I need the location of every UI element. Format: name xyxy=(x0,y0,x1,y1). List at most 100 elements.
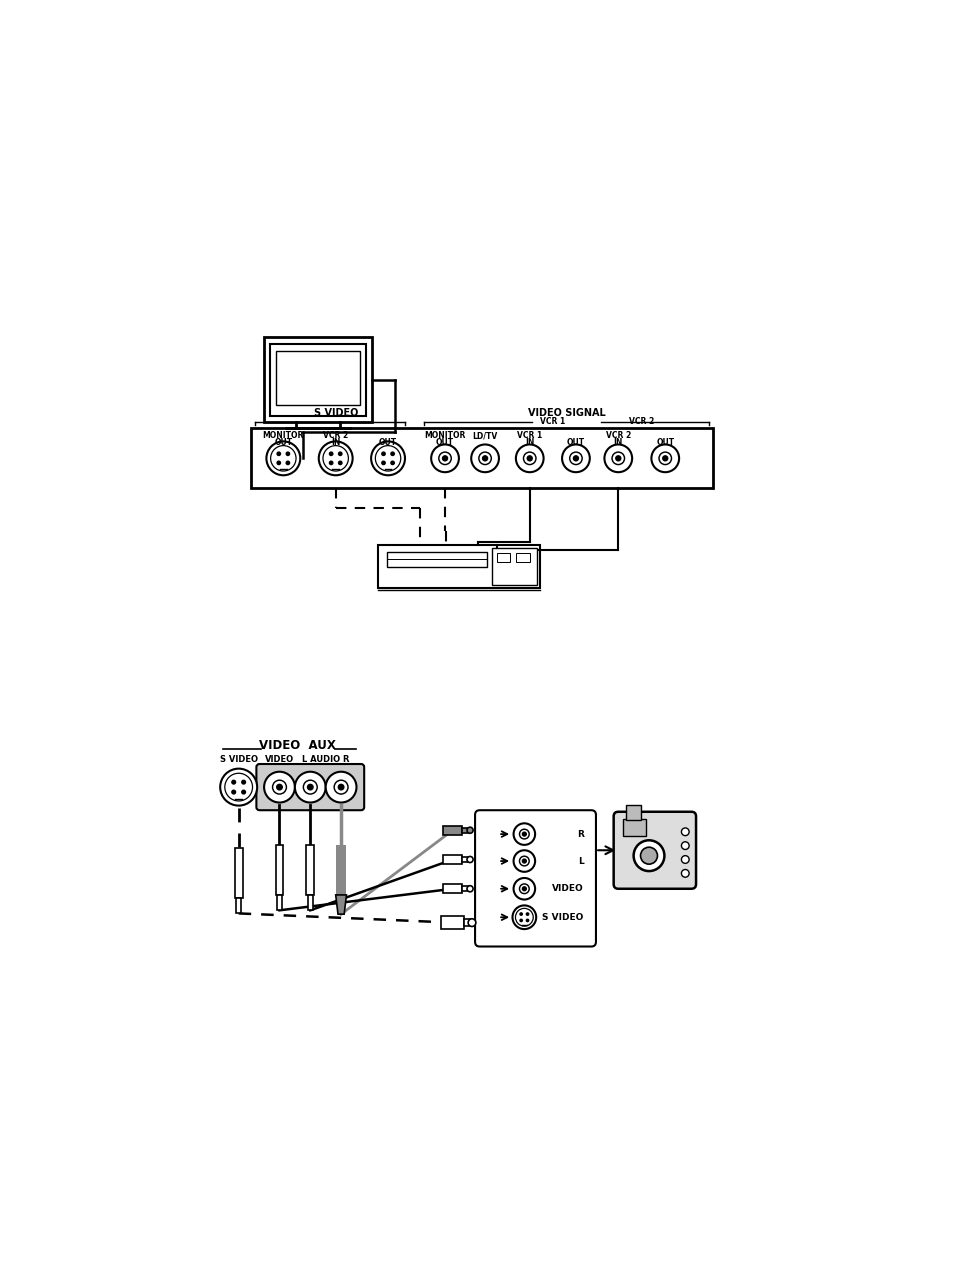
Circle shape xyxy=(307,785,313,790)
Circle shape xyxy=(303,780,317,794)
FancyBboxPatch shape xyxy=(613,812,696,889)
Circle shape xyxy=(338,462,341,464)
Text: VCR 1: VCR 1 xyxy=(539,417,565,426)
Text: OUT: OUT xyxy=(566,438,584,446)
Text: S VIDEO: S VIDEO xyxy=(541,913,583,922)
Bar xyxy=(275,845,283,895)
Circle shape xyxy=(467,827,473,833)
Circle shape xyxy=(318,441,353,476)
Text: MONITOR: MONITOR xyxy=(424,431,465,440)
Bar xyxy=(387,552,487,567)
Bar xyxy=(306,845,314,895)
Text: VCR 2: VCR 2 xyxy=(605,431,630,440)
Text: VCR 2: VCR 2 xyxy=(323,431,348,440)
Text: VIDEO: VIDEO xyxy=(551,884,583,893)
Text: OUT: OUT xyxy=(436,438,454,446)
Text: IN: IN xyxy=(524,438,534,446)
Circle shape xyxy=(467,856,473,862)
Polygon shape xyxy=(335,895,346,915)
Circle shape xyxy=(519,920,522,922)
Circle shape xyxy=(431,444,458,472)
Circle shape xyxy=(527,455,532,460)
Circle shape xyxy=(526,920,528,922)
Text: OUT: OUT xyxy=(274,438,292,446)
Text: OUT: OUT xyxy=(378,438,396,446)
Text: VCR 2: VCR 2 xyxy=(628,417,654,426)
Bar xyxy=(234,848,242,898)
Text: IN: IN xyxy=(331,438,340,446)
Circle shape xyxy=(381,452,385,455)
Text: IN: IN xyxy=(613,438,622,446)
Text: L AUDIO R: L AUDIO R xyxy=(301,756,349,764)
Circle shape xyxy=(232,780,235,784)
Circle shape xyxy=(519,913,522,916)
Circle shape xyxy=(220,768,257,805)
Circle shape xyxy=(561,444,589,472)
Circle shape xyxy=(381,462,385,464)
Circle shape xyxy=(371,441,405,476)
Circle shape xyxy=(519,856,529,866)
Bar xyxy=(625,805,640,820)
Bar xyxy=(308,895,313,911)
Text: VIDEO  AUX: VIDEO AUX xyxy=(259,739,335,752)
Circle shape xyxy=(573,455,578,460)
Circle shape xyxy=(325,772,356,803)
Text: VCR 1: VCR 1 xyxy=(517,431,542,440)
Circle shape xyxy=(338,785,343,790)
Circle shape xyxy=(438,452,451,464)
Bar xyxy=(461,857,467,862)
Text: LD/TV: LD/TV xyxy=(472,431,497,440)
Bar xyxy=(442,826,461,834)
Bar xyxy=(461,828,467,833)
Circle shape xyxy=(241,780,245,784)
Circle shape xyxy=(513,850,535,871)
Circle shape xyxy=(334,780,348,794)
Text: VIDEO: VIDEO xyxy=(265,756,294,764)
Circle shape xyxy=(604,444,632,472)
Circle shape xyxy=(442,455,447,460)
Circle shape xyxy=(639,847,657,864)
Circle shape xyxy=(286,462,290,464)
Circle shape xyxy=(522,887,526,890)
Circle shape xyxy=(526,913,528,916)
FancyBboxPatch shape xyxy=(475,810,596,946)
Bar xyxy=(440,917,464,929)
Circle shape xyxy=(516,444,543,472)
Bar xyxy=(270,343,365,416)
Bar xyxy=(236,898,241,913)
Circle shape xyxy=(522,859,526,862)
Bar xyxy=(492,548,537,585)
FancyBboxPatch shape xyxy=(256,764,364,810)
Circle shape xyxy=(651,444,679,472)
Bar xyxy=(464,918,470,926)
Circle shape xyxy=(329,452,333,455)
Circle shape xyxy=(232,790,235,794)
Circle shape xyxy=(276,462,280,464)
Circle shape xyxy=(391,462,394,464)
Circle shape xyxy=(329,462,333,464)
Circle shape xyxy=(522,832,526,836)
Circle shape xyxy=(513,878,535,899)
Bar xyxy=(442,884,461,893)
Circle shape xyxy=(662,455,667,460)
Bar xyxy=(442,855,461,864)
Bar xyxy=(335,845,346,895)
Circle shape xyxy=(266,441,300,476)
Circle shape xyxy=(612,452,624,464)
Text: R: R xyxy=(577,829,583,838)
Bar xyxy=(276,351,359,406)
Circle shape xyxy=(264,772,294,803)
Bar xyxy=(377,546,539,588)
Bar xyxy=(264,337,372,422)
Circle shape xyxy=(680,828,688,836)
Bar xyxy=(516,553,529,562)
Circle shape xyxy=(478,452,491,464)
Circle shape xyxy=(513,823,535,845)
Circle shape xyxy=(391,452,394,455)
Bar xyxy=(277,895,281,911)
Circle shape xyxy=(241,790,245,794)
Circle shape xyxy=(276,452,280,455)
Text: S VIDEO: S VIDEO xyxy=(219,756,257,764)
Circle shape xyxy=(286,452,290,455)
Circle shape xyxy=(680,870,688,878)
